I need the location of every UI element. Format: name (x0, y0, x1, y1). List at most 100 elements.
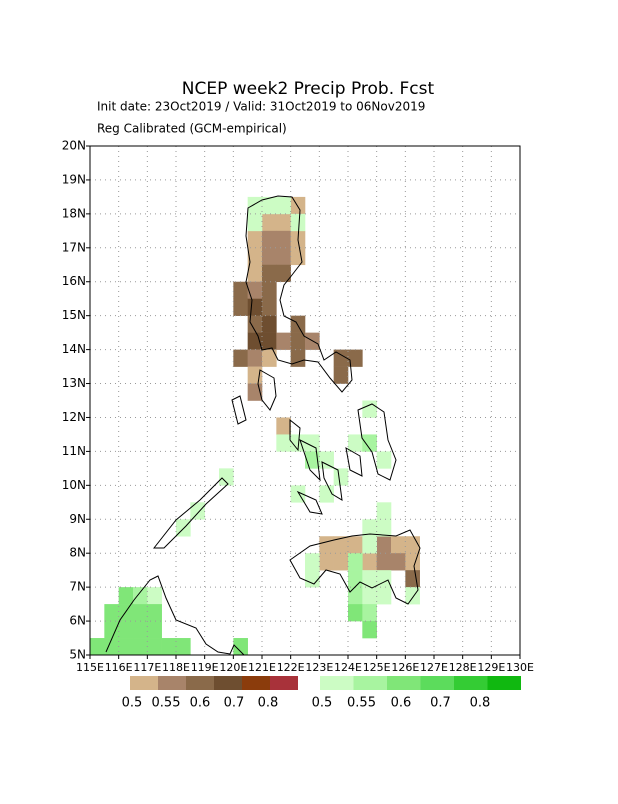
x-tick-label: 122E (277, 661, 305, 674)
legend-label: 0.55 (347, 696, 376, 711)
prob-cell (104, 638, 119, 656)
prob-cell (276, 230, 291, 249)
prob-cell (391, 553, 406, 571)
prob-cell (262, 315, 277, 333)
legend-swatch (320, 676, 354, 690)
prob-cell (376, 502, 392, 520)
prob-cell (319, 451, 334, 469)
chart-note: Reg Calibrated (GCM-empirical) (97, 122, 287, 136)
prob-cell (233, 281, 248, 299)
prob-cell (276, 196, 291, 215)
legend-label: 0.6 (190, 696, 211, 711)
prob-cell (247, 247, 263, 266)
chart-title: NCEP week2 Precip Prob. Fcst (182, 79, 435, 99)
prob-cell (247, 281, 263, 299)
y-tick-label: 13N (62, 376, 86, 390)
x-tick-label: 125E (363, 661, 391, 674)
prob-cell (262, 332, 277, 350)
prob-cell (276, 417, 291, 435)
prob-cell (362, 570, 377, 588)
prob-cell (233, 638, 248, 656)
prob-cell (362, 519, 377, 537)
prob-cell (348, 536, 363, 554)
prob-cell (319, 536, 334, 554)
legend-label: 0.7 (224, 696, 245, 711)
prob-cell (319, 553, 334, 571)
legend-swatch (387, 676, 421, 690)
legend-label: 0.8 (258, 696, 279, 711)
legend-label: 0.8 (470, 696, 491, 711)
x-tick-label: 130E (506, 661, 534, 674)
legend-label: 0.5 (312, 696, 333, 711)
x-tick-label: 117E (133, 661, 161, 674)
prob-cell (262, 247, 277, 266)
legend-swatch (130, 676, 158, 690)
prob-cell (276, 247, 291, 266)
prob-cell (362, 587, 377, 605)
prob-cell (362, 621, 377, 639)
x-tick-label: 121E (248, 661, 276, 674)
prob-cell (362, 604, 377, 622)
prob-cell (391, 536, 406, 554)
y-tick-label: 19N (62, 172, 86, 186)
prob-cell (276, 332, 291, 350)
prob-cell (147, 638, 162, 656)
prob-cell (247, 213, 263, 232)
prob-cell (247, 196, 263, 215)
prob-cell (118, 621, 134, 639)
prob-cell (290, 247, 306, 266)
y-tick-label: 5N (69, 648, 86, 662)
prob-cell (104, 621, 119, 639)
prob-cell (104, 604, 119, 622)
prob-cell (233, 349, 248, 367)
prob-cell (219, 468, 234, 486)
prob-cell (133, 604, 148, 622)
legend-label: 0.7 (430, 696, 451, 711)
legend-swatch (242, 676, 270, 690)
y-tick-label: 12N (62, 410, 86, 424)
legend-label: 0.5 (122, 696, 143, 711)
y-tick-label: 8N (69, 546, 86, 560)
x-tick-label: 128E (449, 661, 477, 674)
y-tick-label: 6N (69, 614, 86, 628)
x-tick-label: 124E (334, 661, 362, 674)
prob-cell (305, 434, 320, 452)
prob-cell (247, 332, 263, 350)
legend-swatch (487, 676, 521, 690)
legend-label: 0.6 (391, 696, 412, 711)
y-tick-label: 14N (62, 342, 86, 356)
prob-cell (262, 349, 277, 367)
prob-cell (333, 349, 349, 367)
prob-cell (247, 366, 263, 384)
prob-cell (405, 570, 420, 588)
prob-cell (276, 434, 291, 452)
prob-cell (276, 264, 291, 283)
prob-cell (147, 587, 162, 605)
legend-swatch (186, 676, 214, 690)
y-tick-label: 10N (62, 478, 86, 492)
prob-cell (262, 298, 277, 316)
prob-cell (262, 230, 277, 249)
x-tick-label: 120E (219, 661, 247, 674)
prob-cell (362, 434, 377, 452)
prob-cell (362, 536, 377, 554)
prob-cell (348, 434, 363, 452)
legend-swatch (353, 676, 387, 690)
legend-label: 0.55 (152, 696, 181, 711)
x-tick-label: 127E (420, 661, 448, 674)
x-tick-label: 126E (391, 661, 419, 674)
y-tick-label: 17N (62, 240, 86, 254)
grid-layer (86, 145, 521, 659)
prob-cell (118, 638, 134, 656)
prob-cell (147, 604, 162, 622)
x-tick-label: 118E (162, 661, 190, 674)
prob-cell (247, 298, 263, 316)
prob-cell (348, 604, 363, 622)
legend-swatch (214, 676, 242, 690)
y-tick-label: 11N (62, 444, 86, 458)
coastline (105, 195, 421, 656)
prob-cell (133, 638, 148, 656)
prob-cell (290, 434, 306, 452)
prob-cell (276, 213, 291, 232)
